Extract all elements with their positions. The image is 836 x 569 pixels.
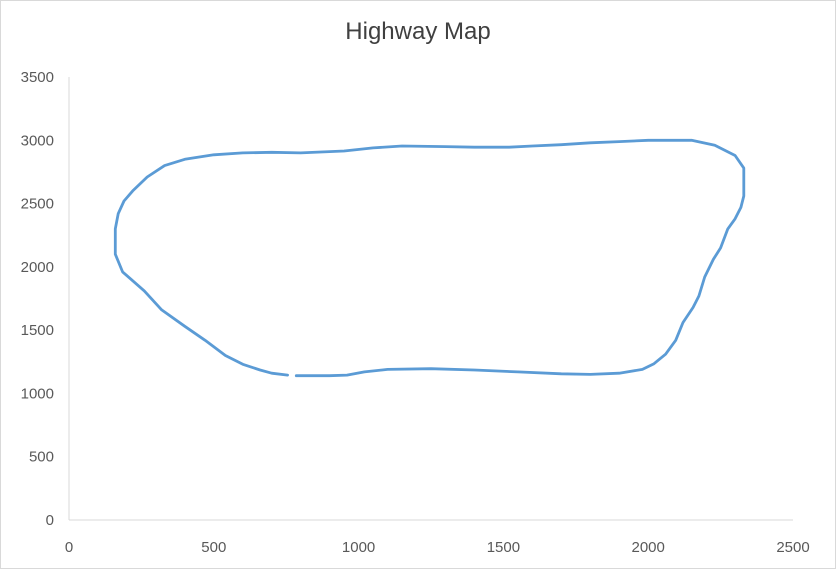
y-tick-label: 0 [46, 512, 54, 529]
x-tick-label: 500 [201, 539, 226, 556]
y-tick-labels: 0 500 1000 1500 2000 2500 3000 3500 [21, 69, 54, 529]
y-tick-label: 3000 [21, 132, 54, 149]
y-tick-label: 500 [29, 449, 54, 466]
x-tick-label: 2000 [632, 539, 665, 556]
y-tick-label: 1000 [21, 385, 54, 402]
series-group [113, 138, 746, 378]
highway-route-line [113, 138, 746, 378]
y-tick-label: 3500 [21, 69, 54, 86]
chart-title: Highway Map [345, 18, 491, 45]
y-tick-label: 2500 [21, 196, 54, 213]
x-tick-labels: 0 500 1000 1500 2000 2500 [65, 539, 810, 556]
x-tick-label: 0 [65, 539, 73, 556]
y-tick-label: 1500 [21, 322, 54, 339]
x-tick-label: 1500 [487, 539, 520, 556]
x-tick-label: 2500 [776, 539, 809, 556]
x-tick-label: 1000 [342, 539, 375, 556]
y-tick-label: 2000 [21, 259, 54, 276]
